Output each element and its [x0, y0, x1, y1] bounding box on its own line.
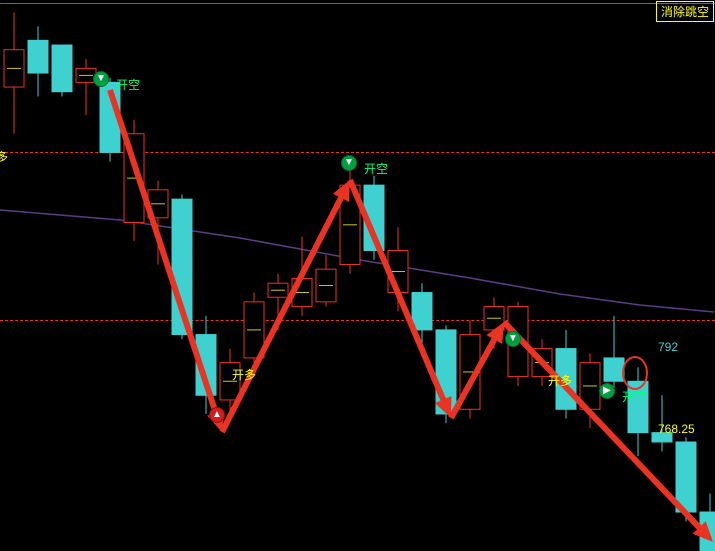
- sell-signal-icon: ▶: [599, 383, 615, 399]
- sell-signal-icon: ▼: [93, 71, 109, 87]
- trend-arrow: [107, 89, 224, 432]
- sell-signal-icon: ▼: [341, 155, 357, 171]
- annotation-label: 开多: [548, 372, 572, 389]
- highlight-circle: [622, 356, 648, 390]
- signal-label: 开空: [116, 76, 140, 93]
- candle: [604, 358, 624, 381]
- signal-label: 开空: [622, 388, 646, 405]
- sell-signal-icon: ▼: [505, 331, 521, 347]
- candle: [52, 45, 72, 92]
- annotation-label: 开多: [232, 366, 256, 383]
- trend-arrow: [219, 180, 350, 433]
- candle: [28, 40, 48, 73]
- trend-arrow: [347, 179, 451, 418]
- candle: [676, 442, 696, 512]
- signal-label: 开空: [364, 160, 388, 177]
- candlestick-chart: 消除跳空 ▼ 开空 ▼ 开空 ▲ ▼ ▶ 开空 开多 开多 多 792 768.25: [0, 0, 715, 551]
- price-label: 768.25: [658, 422, 695, 436]
- annotation-label: 多: [0, 148, 8, 165]
- clear-gap-button[interactable]: 消除跳空: [656, 1, 714, 22]
- candle: [412, 293, 432, 330]
- price-label: 792: [658, 340, 678, 354]
- buy-signal-icon: ▲: [209, 407, 225, 423]
